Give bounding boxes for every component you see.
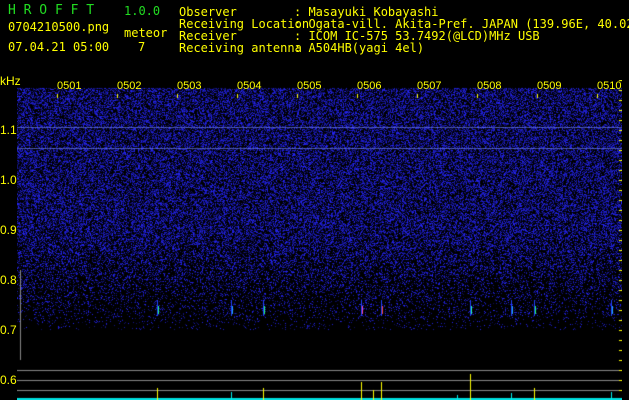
x-tick-label: 0503 — [177, 80, 202, 92]
app-title: H R O F F T — [8, 3, 95, 18]
file-name: 0704210500.png — [8, 20, 110, 34]
receiver-value: : ICOM IC-575 53.7492(@LCD)MHz USB — [294, 29, 540, 43]
receiver-label: Receiver — [179, 29, 237, 43]
x-tick-label: 0507 — [417, 80, 442, 92]
x-tick-label: 0505 — [297, 80, 322, 92]
app-version: 1.0.0 — [124, 4, 161, 18]
antenna-value: : A504HB(yagi 4el) — [294, 41, 425, 55]
y-tick-label: 1.0 — [0, 173, 17, 187]
location-label: Receiving Location — [179, 17, 310, 31]
meteor-count: 7 — [138, 40, 146, 54]
x-tick-label: 0501 — [57, 80, 82, 92]
x-tick-label: 0502 — [117, 80, 142, 92]
meteor-label: meteor — [124, 26, 168, 40]
y-tick-label: 1.1 — [0, 123, 17, 137]
y-tick-label: 0.8 — [0, 273, 17, 287]
y-tick-label: 0.6 — [0, 373, 17, 387]
x-tick-label: 0504 — [237, 80, 262, 92]
file-datetime: 07.04.21 05:00 — [8, 40, 110, 54]
y-tick-label: 0.7 — [0, 323, 17, 337]
x-tick-label: 0510 — [597, 80, 622, 92]
y-tick-label: 0.9 — [0, 223, 17, 237]
antenna-label: Receiving antenna — [179, 41, 302, 55]
spectrogram — [17, 80, 622, 400]
location-value: : Ogata-vill. Akita-Pref. JAPAN (139.96E… — [294, 17, 629, 31]
x-tick-label: 0509 — [537, 80, 562, 92]
x-tick-label: 0508 — [477, 80, 502, 92]
x-tick-label: 0506 — [357, 80, 382, 92]
y-axis-unit: kHz — [0, 74, 21, 88]
observer-label: Observer — [179, 5, 237, 19]
observer-value: : Masayuki Kobayashi — [294, 5, 439, 19]
